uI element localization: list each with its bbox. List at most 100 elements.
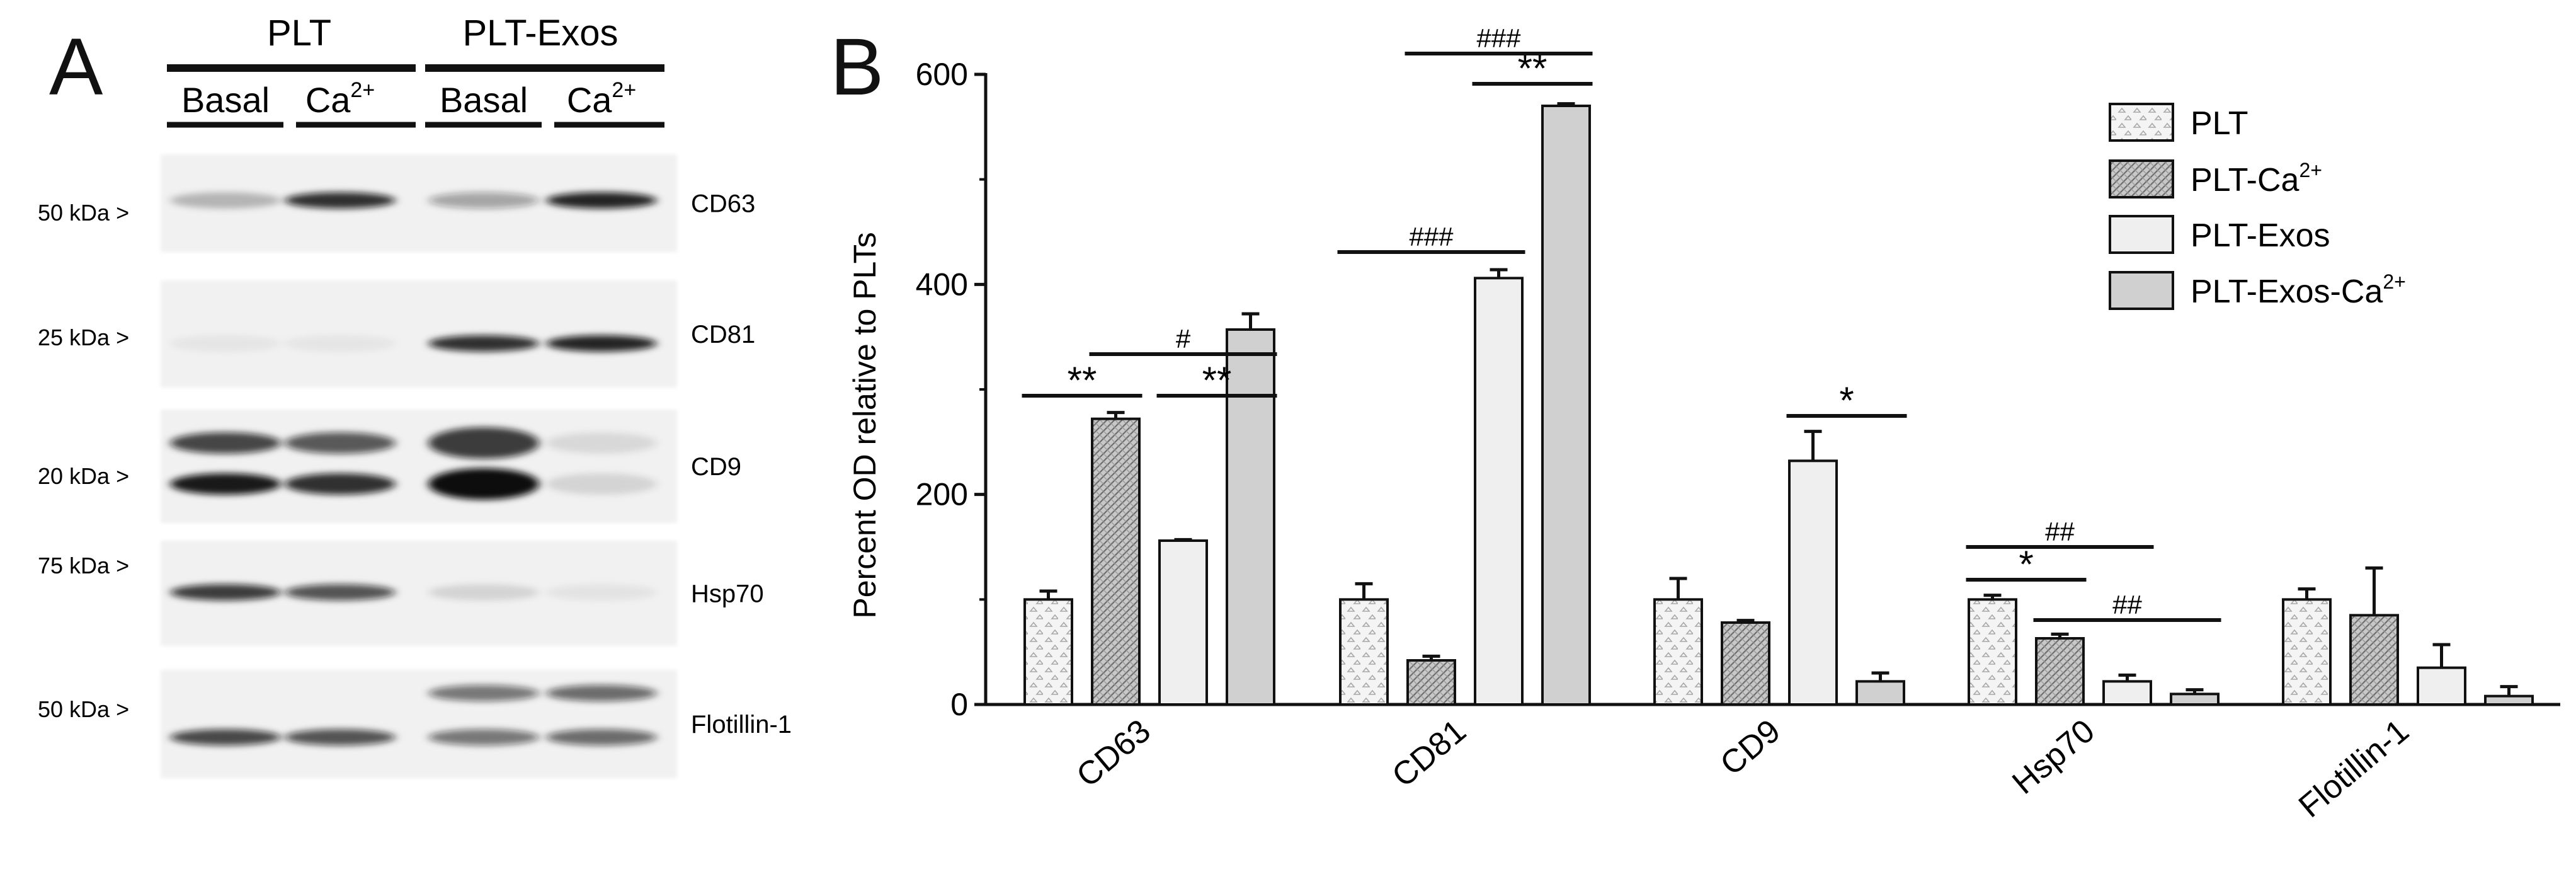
blot-background [161, 280, 677, 388]
blot-band [170, 729, 281, 745]
blot-band [285, 685, 396, 701]
lane-label-text: Basal [440, 80, 528, 120]
significance-label: ## [2045, 517, 2075, 546]
bar-hsp70-series-0 [1968, 598, 2017, 706]
blot-marker-label: CD9 [691, 453, 741, 481]
legend-label-series-0: PLT [2191, 105, 2248, 142]
y-tick-label: 600 [916, 57, 968, 92]
blot-marker-label: CD81 [691, 321, 755, 348]
panel-b-bar-chart: B Percent OD relative to PLTs 0 200 400 600… [830, 22, 2560, 825]
blot-band [285, 729, 396, 745]
lane-label-text: Basal [181, 80, 270, 120]
legend-swatch-series-2 [2109, 215, 2174, 254]
lane-label-superscript: 2+ [350, 78, 375, 102]
bar-flotillin-1-series-1 [2349, 614, 2399, 706]
significance-label: # [1176, 324, 1191, 354]
blot-band [285, 473, 396, 495]
blot-band [170, 192, 281, 209]
y-tick-label: 200 [916, 477, 968, 512]
significance-label: ** [1068, 359, 1097, 401]
chart-bars [1023, 102, 2534, 706]
legend-swatch-series-1 [2109, 159, 2174, 198]
lane-label-superscript: 2+ [612, 78, 636, 102]
legend-label-superscript: 2+ [2299, 159, 2322, 181]
bar-hsp70-series-1 [2035, 637, 2085, 706]
bar-hsp70-series-2 [2102, 680, 2152, 706]
blot-marker-label: Flotillin-1 [691, 711, 792, 739]
panel-a-label: A [49, 22, 103, 112]
blot-hsp70: 75 kDa > Hsp70 [38, 541, 764, 646]
lane-labels: Basal Ca2+ Basal Ca2+ [167, 78, 664, 128]
group-label-plt: PLT [267, 13, 331, 54]
mw-marker: 50 kDa > [38, 696, 129, 722]
legend-label-text: PLT-Exos-Ca [2191, 273, 2383, 310]
group-label-plt-exos: PLT-Exos [462, 13, 618, 54]
bar-cd9-series-1 [1721, 621, 1770, 706]
blot-band [170, 584, 281, 601]
panel-a-western-blot: A PLT PLT-Exos Basal Ca2+ Basal Ca2+ 50 kDa… [38, 13, 792, 778]
blot-group-header: PLT PLT-Exos [167, 13, 664, 72]
lane-label-text: Ca [567, 80, 612, 120]
blot-cd63: 50 kDa > CD63 [38, 154, 755, 252]
panel-b-label: B [830, 22, 884, 112]
blot-band [546, 432, 657, 454]
mw-marker: 25 kDa > [38, 325, 129, 350]
blot-band [428, 335, 539, 352]
blot-band [428, 427, 539, 459]
y-tick-label: 0 [950, 687, 968, 722]
blot-band [170, 473, 281, 495]
mw-marker: 20 kDa > [38, 463, 129, 489]
blot-band [428, 685, 539, 701]
blot-band [546, 729, 657, 745]
legend-swatch-series-3 [2109, 271, 2174, 310]
blot-band [285, 335, 396, 352]
blot-marker-label: CD63 [691, 190, 755, 218]
legend-label-superscript: 2+ [2383, 270, 2405, 293]
y-tick-label: 400 [916, 267, 968, 302]
bar-cd63-series-3 [1226, 328, 1275, 706]
blot-cd9: 20 kDa > CD9 [38, 410, 741, 523]
bar-cd63-series-0 [1023, 598, 1073, 706]
blot-band [546, 685, 657, 701]
significance-label: ### [1476, 23, 1521, 53]
blot-band [546, 192, 657, 209]
significance-label: * [2019, 543, 2033, 585]
blot-band [285, 192, 396, 209]
significance-label: ## [2112, 590, 2142, 619]
bar-cd81-series-0 [1339, 598, 1389, 706]
bar-cd81-series-3 [1541, 105, 1591, 706]
lane-label-text: Ca [305, 80, 351, 120]
x-tick-label: Hsp70 [2005, 713, 2101, 802]
blot-band [428, 729, 539, 745]
bar-flotillin-1-series-0 [2282, 598, 2332, 706]
bar-cd9-series-0 [1653, 598, 1703, 706]
blot-marker-label: Hsp70 [691, 580, 764, 608]
blot-cd81: 25 kDa > CD81 [38, 280, 755, 388]
bar-cd9-series-3 [1855, 680, 1905, 706]
blot-band [170, 432, 281, 454]
legend-label-text: PLT [2191, 105, 2248, 142]
x-tick-label: CD63 [1070, 713, 1158, 795]
bar-cd9-series-2 [1788, 459, 1838, 706]
blot-band [170, 335, 281, 352]
blot-band [285, 584, 396, 601]
legend-label-text: PLT-Exos [2191, 217, 2330, 254]
blot-band [285, 432, 396, 454]
bar-flotillin-1-series-2 [2417, 666, 2466, 706]
blot-band [428, 584, 539, 601]
x-tick-label: CD9 [1714, 713, 1787, 783]
significance-markers: ** **#**######**#### [1022, 23, 2221, 622]
lane-label-1: Ca2+ [305, 78, 375, 120]
x-tick-labels: CD63 CD81 CD9 Hsp70 Flotillin-1 [1070, 713, 2416, 825]
legend-swatch-series-0 [2109, 103, 2174, 142]
legend-label-text: PLT-Ca [2191, 162, 2300, 198]
legend-label-series-2: PLT-Exos [2191, 217, 2330, 254]
lane-label-0: Basal [181, 80, 270, 120]
legend-label-series-3: PLT-Exos-Ca2+ [2191, 270, 2406, 310]
significance-label: ** [1202, 359, 1232, 401]
blot-band [546, 473, 657, 495]
significance-label: ### [1409, 222, 1454, 251]
x-tick-label: CD81 [1386, 713, 1473, 795]
